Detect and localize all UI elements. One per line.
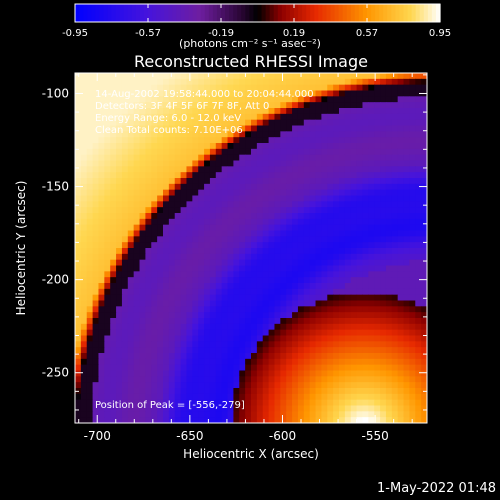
x-tick-label: -650 [176, 429, 203, 443]
x-axis-label: Heliocentric X (arcsec) [183, 447, 319, 461]
annotations: 14-Aug-2002 19:58:44.000 to 20:04:44.000… [95, 89, 314, 411]
heatmap-image [75, 73, 428, 424]
plot-frame [74, 72, 428, 424]
annotation-line: Clean Total counts: 7.10E+06 [95, 125, 243, 136]
annotation-line: 14-Aug-2002 19:58:44.000 to 20:04:44.000 [95, 89, 314, 100]
colorbar-unit-label: (photons cm⁻² s⁻¹ asec⁻²) [179, 37, 321, 50]
x-tick-label: -600 [269, 429, 296, 443]
colorbar-tick-label: -0.19 [208, 28, 234, 39]
colorbar-tick-label: -0.57 [135, 28, 161, 39]
colorbar-tick-label: 0.57 [356, 28, 378, 39]
y-tick-label: -100 [42, 86, 69, 100]
colorbar-tick-label: 0.19 [283, 28, 305, 39]
colorbar: -0.95 -0.57 -0.19 0.19 0.57 0.95 [62, 3, 451, 39]
plot-title: Reconstructed RHESSI Image [134, 52, 368, 71]
y-tick-label: -150 [42, 180, 69, 194]
y-tick-label: -200 [42, 273, 69, 287]
x-tick-label: -550 [362, 429, 389, 443]
y-axis-label: Heliocentric Y (arcsec) [14, 180, 28, 316]
y-tick-label: -250 [42, 366, 69, 380]
peak-position-annotation: Position of Peak = [-556,-279] [95, 400, 245, 411]
annotation-line: Detectors: 3F 4F 5F 6F 7F 8F, Att 0 [95, 101, 269, 112]
colorbar-tick-label: -0.95 [62, 28, 88, 39]
footer-date: 1-May-2022 01:48 [377, 481, 496, 496]
plot-axes: -700 -650 -600 -550 -100 -150 -200 -250 [42, 72, 428, 443]
annotation-line: Energy Range: 6.0 - 12.0 keV [95, 113, 241, 124]
x-tick-label: -700 [84, 429, 111, 443]
colorbar-tick-label: 0.95 [429, 28, 451, 39]
